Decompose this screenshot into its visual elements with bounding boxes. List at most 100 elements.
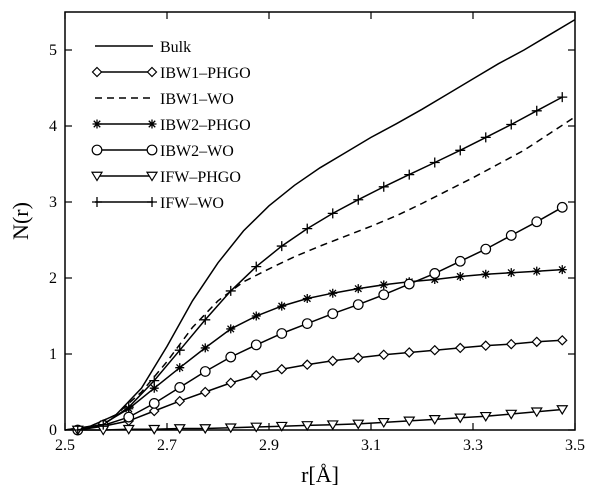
- data-point: [352, 352, 364, 364]
- data-point: [301, 421, 314, 432]
- data-point: [173, 424, 186, 435]
- data-point: [481, 269, 491, 279]
- data-point: [429, 268, 441, 279]
- data-point: [199, 366, 211, 377]
- series-line-bulk: [64, 18, 576, 431]
- data-point: [277, 301, 287, 311]
- data-point: [454, 342, 466, 354]
- data-point: [225, 285, 236, 296]
- data-point: [556, 334, 568, 346]
- data-point: [454, 413, 467, 424]
- data-point: [556, 201, 568, 213]
- data-point: [301, 359, 313, 370]
- data-point: [378, 349, 390, 361]
- series-ibw2-phgo: [73, 265, 567, 435]
- data-point: [148, 405, 160, 417]
- legend-item-ibw1-wo: IBW1–WO: [95, 91, 234, 108]
- x-axis-label: r[Å]: [301, 462, 339, 487]
- series-ibw1-wo: [64, 116, 576, 431]
- data-point: [250, 369, 262, 381]
- data-point: [250, 422, 263, 433]
- data-point: [531, 216, 543, 228]
- y-axis-label: N(r): [8, 202, 33, 240]
- data-point: [531, 336, 543, 348]
- data-point: [377, 418, 390, 429]
- data-point: [251, 261, 262, 272]
- data-point: [200, 314, 211, 325]
- legend-label: IFW–PHGO: [160, 169, 241, 186]
- series-bulk: [64, 18, 576, 431]
- legend-marker: [91, 66, 103, 78]
- legend-label: Bulk: [160, 39, 191, 56]
- data-point: [174, 382, 186, 393]
- data-point: [149, 375, 160, 386]
- legend-label: IBW1–PHGO: [160, 65, 251, 82]
- data-point: [353, 194, 364, 205]
- data-point: [557, 92, 568, 103]
- data-point: [532, 266, 542, 276]
- legend-label: IFW–WO: [160, 195, 224, 212]
- series-ifw-wo: [72, 92, 568, 435]
- axis-ticks: 2.5 2.7 2.9 3.1 3.3 3.5 0 1 2 3 4 5: [49, 12, 585, 454]
- data-point: [379, 280, 389, 290]
- data-point: [174, 345, 185, 356]
- data-point: [403, 347, 415, 358]
- data-point: [327, 308, 339, 320]
- series-line-ibw2-wo: [77, 206, 563, 431]
- data-point: [302, 294, 312, 304]
- data-point: [226, 324, 236, 334]
- data-point: [148, 424, 161, 435]
- y-tick-label: 4: [49, 118, 57, 135]
- legend-label: IBW2–WO: [160, 143, 234, 160]
- data-point: [429, 157, 440, 168]
- data-point: [403, 278, 415, 290]
- data-point: [175, 363, 185, 373]
- data-point: [251, 311, 261, 321]
- legend-marker: [146, 66, 158, 78]
- x-tick-label: 3.1: [361, 437, 381, 454]
- data-point: [275, 421, 288, 432]
- data-point: [480, 340, 492, 351]
- y-tick-label: 0: [49, 422, 57, 439]
- x-tick-label: 2.9: [259, 437, 279, 454]
- data-point: [455, 145, 466, 156]
- data-point: [378, 181, 389, 192]
- data-point: [225, 377, 237, 389]
- data-point: [301, 318, 313, 330]
- legend-marker: [92, 197, 102, 207]
- data-point: [531, 105, 542, 116]
- data-point: [506, 268, 516, 278]
- x-tick-label: 2.5: [55, 437, 75, 454]
- data-point: [122, 424, 135, 435]
- legend-marker: [147, 119, 157, 129]
- legend-item-ibw1-phgo: IBW1–PHGO: [91, 65, 251, 82]
- legend-marker: [146, 144, 158, 156]
- y-tick-label: 1: [49, 346, 57, 363]
- data-point: [530, 407, 543, 418]
- y-tick-label: 2: [49, 270, 57, 287]
- data-point: [506, 119, 517, 130]
- legend-label: IBW2–PHGO: [160, 117, 251, 134]
- data-point: [479, 411, 492, 422]
- data-point: [276, 328, 288, 339]
- data-point: [72, 425, 83, 435]
- data-point: [225, 351, 237, 363]
- data-point: [174, 395, 186, 407]
- legend-marker: [147, 197, 157, 207]
- legend-marker: [91, 144, 103, 156]
- legend-item-ifw-phgo: IFW–PHGO: [90, 169, 241, 186]
- legend-item-bulk: Bulk: [95, 39, 191, 56]
- series-line-ifw-wo: [77, 96, 563, 431]
- data-point: [200, 343, 210, 353]
- legend-marker: [90, 171, 104, 182]
- data-point: [327, 208, 338, 219]
- series-ifw-phgo: [71, 405, 569, 436]
- data-point: [352, 419, 365, 430]
- plot-frame: [64, 11, 576, 431]
- data-point: [123, 402, 134, 413]
- data-point: [98, 419, 109, 430]
- data-point: [302, 223, 313, 234]
- data-point: [224, 423, 237, 434]
- data-point: [353, 284, 363, 294]
